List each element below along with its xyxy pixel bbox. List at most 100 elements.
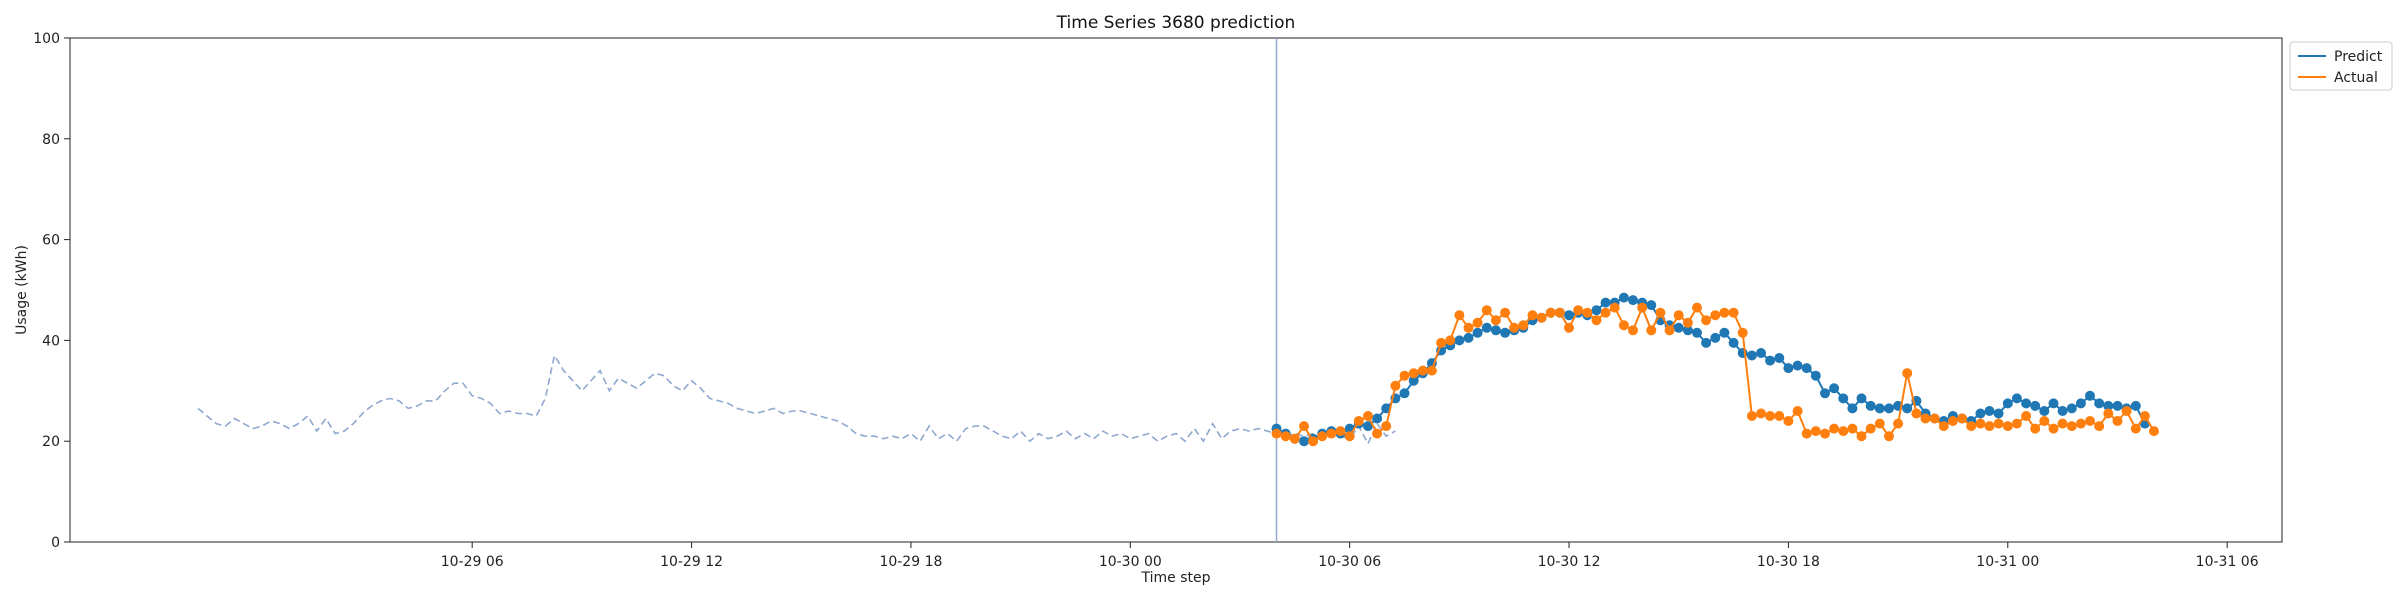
actual-point bbox=[1893, 418, 1904, 429]
actual-point bbox=[2094, 421, 2105, 432]
actual-point bbox=[1728, 307, 1739, 318]
plot-area bbox=[69, 37, 2283, 543]
actual-point bbox=[1335, 426, 1346, 437]
actual-point bbox=[2039, 416, 2050, 426]
actual-point bbox=[1628, 325, 1638, 336]
predict-point bbox=[1719, 327, 1730, 338]
history-line bbox=[197, 353, 1396, 446]
predict-point bbox=[1682, 325, 1693, 336]
y-tick-label: 0 bbox=[51, 535, 60, 551]
actual-point bbox=[1783, 416, 1794, 426]
actual-point bbox=[1682, 317, 1693, 328]
predict-point bbox=[1810, 370, 1821, 381]
y-axis: 0 20 40 60 80 100 bbox=[33, 31, 70, 551]
legend-label-actual: Actual bbox=[2334, 70, 2378, 86]
predict-point bbox=[1363, 421, 1373, 432]
predict-point bbox=[2039, 406, 2050, 416]
predict-point bbox=[1984, 406, 1995, 416]
x-tick-label: 10-30 18 bbox=[1757, 554, 1820, 570]
predict-point bbox=[1372, 413, 1383, 424]
predict-point bbox=[1774, 353, 1785, 363]
actual-point bbox=[1463, 322, 1474, 333]
actual-point bbox=[1646, 325, 1657, 336]
actual-point bbox=[2011, 418, 2022, 429]
actual-point bbox=[2057, 418, 2068, 429]
predict-point bbox=[2021, 398, 2032, 409]
predict-point bbox=[1865, 400, 1876, 411]
actual-point bbox=[1792, 406, 1803, 416]
predict-point bbox=[1299, 436, 1309, 447]
x-axis-label: Time step bbox=[1141, 570, 1211, 586]
x-tick-label: 10-31 06 bbox=[2196, 554, 2259, 570]
actual-point bbox=[1289, 433, 1300, 444]
actual-point bbox=[1637, 302, 1648, 313]
actual-point bbox=[1454, 310, 1465, 321]
actual-point bbox=[1756, 408, 1766, 419]
actual-point bbox=[1719, 307, 1730, 318]
predict-point bbox=[2030, 400, 2041, 411]
x-tick-label: 10-31 00 bbox=[1976, 554, 2039, 570]
actual-point bbox=[2030, 423, 2041, 434]
actual-point bbox=[1600, 307, 1611, 318]
predict-point bbox=[1701, 337, 1712, 348]
predict-point bbox=[1500, 327, 1511, 338]
predict-point bbox=[1472, 327, 1483, 338]
predict-point bbox=[1628, 295, 1638, 306]
actual-point bbox=[1518, 320, 1529, 331]
actual-point bbox=[2085, 416, 2095, 426]
actual-point bbox=[1353, 416, 1364, 426]
legend: Predict Actual bbox=[2289, 41, 2393, 91]
actual-point bbox=[1326, 428, 1337, 439]
predict-point bbox=[1820, 388, 1830, 399]
actual-point bbox=[1902, 368, 1913, 379]
predict-point bbox=[1993, 408, 2004, 419]
actual-point bbox=[1390, 380, 1401, 391]
predict-point bbox=[1783, 363, 1794, 374]
actual-point bbox=[1280, 431, 1291, 442]
predict-point bbox=[1490, 325, 1501, 336]
predict-point bbox=[2094, 398, 2105, 409]
actual-point bbox=[1701, 315, 1712, 326]
actual-point bbox=[1993, 418, 2004, 429]
predict-point bbox=[1564, 310, 1574, 321]
actual-point bbox=[1399, 370, 1410, 381]
plot-frame bbox=[69, 37, 2283, 543]
actual-point bbox=[1957, 413, 1968, 424]
x-tick-label: 10-29 12 bbox=[660, 554, 723, 570]
actual-point bbox=[1947, 416, 1958, 426]
actual-point bbox=[1829, 423, 1840, 434]
predict-point bbox=[1399, 388, 1410, 399]
predict-point bbox=[2011, 393, 2022, 404]
y-tick-label: 40 bbox=[42, 333, 60, 349]
predict-point bbox=[1673, 322, 1684, 333]
predict-point bbox=[1728, 337, 1739, 348]
actual-point bbox=[1582, 307, 1593, 318]
predict-point bbox=[1746, 350, 1757, 361]
predict-point bbox=[2057, 406, 2068, 416]
predict-point bbox=[1408, 375, 1419, 386]
y-tick-label: 80 bbox=[42, 132, 60, 148]
actual-point bbox=[1509, 322, 1520, 333]
predict-point bbox=[1874, 403, 1885, 414]
predict-point bbox=[1838, 393, 1849, 404]
actual-point bbox=[1481, 305, 1492, 316]
actual-point bbox=[1884, 431, 1894, 442]
actual-point bbox=[1737, 327, 1748, 338]
actual-point bbox=[1527, 310, 1538, 321]
y-tick-label: 100 bbox=[33, 31, 60, 47]
x-tick-label: 10-30 00 bbox=[1099, 554, 1162, 570]
actual-point bbox=[1500, 307, 1511, 318]
actual-point bbox=[1765, 411, 1776, 421]
legend-label-predict: Predict bbox=[2334, 49, 2383, 65]
actual-point bbox=[1847, 423, 1858, 434]
predict-point bbox=[1756, 348, 1766, 358]
y-tick-label: 60 bbox=[42, 233, 60, 249]
actual-point bbox=[1966, 421, 1977, 432]
x-tick-label: 10-30 12 bbox=[1538, 554, 1601, 570]
y-axis-label: Usage (kWh) bbox=[14, 245, 30, 335]
actual-point bbox=[1609, 302, 1620, 313]
predict-point bbox=[1902, 403, 1913, 414]
actual-point bbox=[1536, 312, 1547, 323]
actual-point bbox=[1308, 436, 1319, 447]
